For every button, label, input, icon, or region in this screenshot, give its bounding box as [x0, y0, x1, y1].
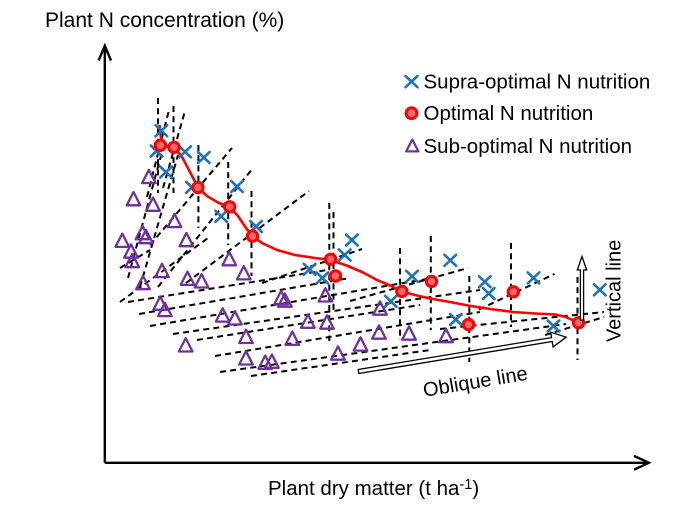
svg-text:Vertical line: Vertical line: [604, 240, 626, 342]
svg-text:Plant N concentration (%): Plant N concentration (%): [45, 9, 284, 32]
svg-text:Plant dry matter (t ha-1): Plant dry matter (t ha-1): [268, 477, 479, 500]
svg-text:Sub-optimal N nutrition: Sub-optimal N nutrition: [424, 135, 633, 158]
svg-text:Optimal N nutrition: Optimal N nutrition: [424, 102, 594, 125]
svg-text:Supra-optimal N nutrition: Supra-optimal N nutrition: [424, 70, 651, 93]
